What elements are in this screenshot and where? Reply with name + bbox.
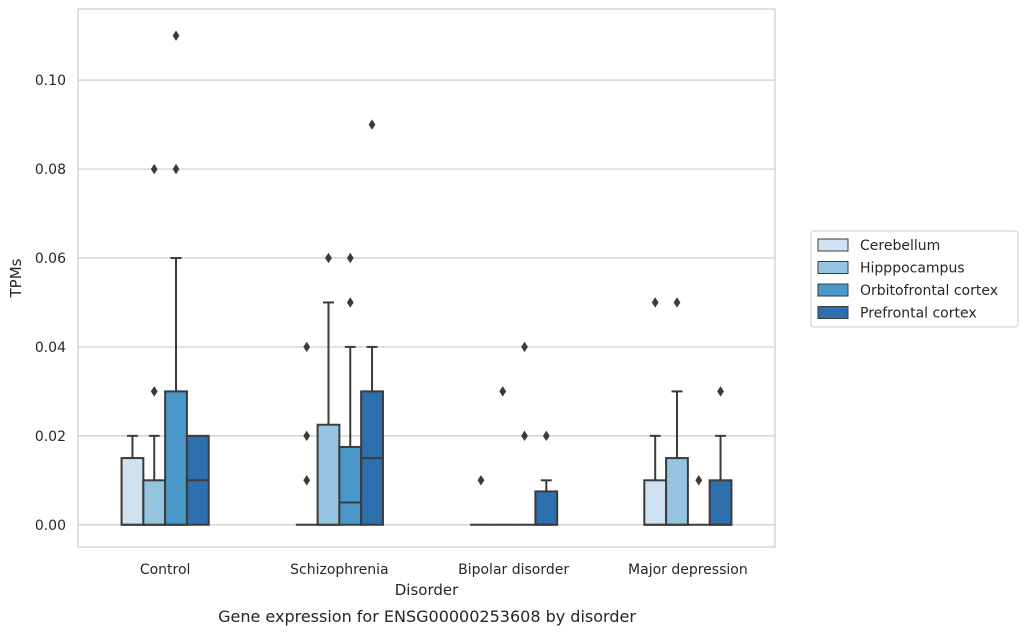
box-body xyxy=(643,479,668,526)
box-body xyxy=(120,457,145,526)
box-hipppocampus xyxy=(665,390,689,526)
box-body xyxy=(316,423,341,526)
box-body xyxy=(665,457,689,526)
legend-swatch xyxy=(817,283,849,297)
box-body xyxy=(164,390,188,526)
y-tick-label: 0.02 xyxy=(35,429,66,445)
outlier-point xyxy=(303,430,311,442)
box-cerebellum xyxy=(120,434,145,526)
y-axis-label: TPMs xyxy=(7,258,25,298)
outlier-point xyxy=(346,252,354,264)
box-body xyxy=(338,445,363,526)
box-prefrontal-cortex xyxy=(534,479,559,526)
y-axis-ticks: 0.00 0.02 0.04 0.06 0.08 0.10 xyxy=(35,73,66,534)
outlier-point xyxy=(521,430,528,442)
box-cerebellum xyxy=(643,434,668,526)
outlier-point xyxy=(673,297,681,308)
box-body xyxy=(708,479,733,526)
outlier-point xyxy=(172,30,180,41)
box-body xyxy=(142,479,167,526)
x-axis-label: Disorder xyxy=(395,581,459,599)
legend-label: Hipppocampus xyxy=(860,261,965,277)
box-hipppocampus xyxy=(142,434,167,526)
outlier-point xyxy=(325,252,332,264)
legend-swatch xyxy=(817,238,849,252)
y-tick-label: 0.00 xyxy=(35,518,66,534)
box-prefrontal-cortex xyxy=(185,434,210,526)
x-axis-ticks: Control Schizophrenia Bipolar disorder Majo… xyxy=(140,562,748,578)
box-prefrontal-cortex xyxy=(360,345,384,526)
y-tick-label: 0.08 xyxy=(35,162,66,178)
outlier-point xyxy=(651,297,659,308)
outlier-point xyxy=(303,341,311,353)
legend-swatch xyxy=(817,306,849,319)
outlier-point xyxy=(477,475,485,486)
legend-label: Orbitofrontal cortex xyxy=(860,283,998,299)
outlier-point xyxy=(368,119,376,130)
outlier-point xyxy=(303,475,311,486)
x-tick-label: Major depression xyxy=(628,562,748,578)
outlier-point xyxy=(695,475,703,486)
legend-label: Prefrontal cortex xyxy=(860,306,977,322)
y-tick-label: 0.04 xyxy=(35,340,66,356)
x-tick-label: Control xyxy=(140,562,191,578)
outliers xyxy=(150,30,724,486)
outlier-point xyxy=(499,386,507,397)
figure-caption: Gene expression for ENSG00000253608 by d… xyxy=(218,607,636,626)
boxes xyxy=(120,256,733,526)
legend-swatch xyxy=(817,261,849,274)
legend-frame xyxy=(810,230,1019,328)
outlier-point xyxy=(150,163,158,175)
box-body xyxy=(534,490,559,526)
outlier-point xyxy=(542,430,550,442)
outlier-point xyxy=(172,163,180,175)
box-hipppocampus xyxy=(316,301,341,526)
outlier-point xyxy=(150,386,158,397)
outlier-point xyxy=(717,386,724,397)
y-tick-label: 0.10 xyxy=(35,73,66,89)
plot-area-frame xyxy=(77,8,776,548)
outlier-point xyxy=(346,297,354,308)
y-tick-label: 0.06 xyxy=(35,251,66,267)
x-tick-label: Bipolar disorder xyxy=(458,562,569,578)
legend-label: Cerebellum xyxy=(860,238,940,254)
outlier-point xyxy=(521,341,528,353)
x-tick-label: Schizophrenia xyxy=(290,562,388,578)
legend: Cerebellum Hipppocampus Orbitofrontal cort… xyxy=(810,230,1019,328)
box-prefrontal-cortex xyxy=(708,434,733,526)
box-orbitofrontal-cortex xyxy=(164,256,188,526)
